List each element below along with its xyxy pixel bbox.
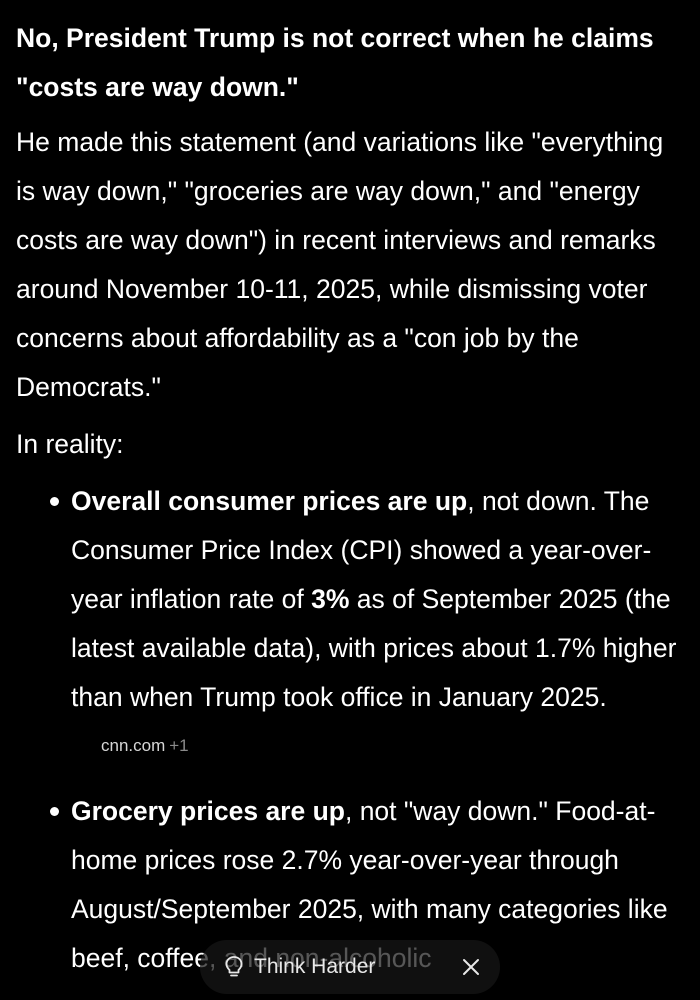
lightbulb-icon bbox=[225, 956, 243, 977]
floating-action-bar: Think Harder bbox=[200, 940, 500, 994]
bullet-marker bbox=[50, 497, 59, 506]
think-harder-button[interactable]: Think Harder bbox=[200, 940, 389, 994]
bullet-lead: Grocery prices are up bbox=[71, 796, 345, 826]
bullet-marker bbox=[50, 807, 59, 816]
answer-heading: No, President Trump is not correct when … bbox=[16, 23, 654, 102]
bullet-grocery-prices: Grocery prices are up, not "way down." F… bbox=[16, 787, 688, 983]
intro-paragraph: He made this statement (and variations l… bbox=[16, 127, 664, 402]
bullet-text: , not down. The Consumer Price Index (CP… bbox=[71, 486, 652, 614]
bullet-consumer-prices: Overall consumer prices are up, not down… bbox=[16, 477, 688, 771]
close-button[interactable] bbox=[450, 946, 492, 988]
close-icon bbox=[463, 959, 479, 975]
bullet-text: , not "way down." Food-at-home prices ro… bbox=[71, 796, 668, 973]
reality-bullets: Overall consumer prices are up, not down… bbox=[16, 477, 688, 983]
source-name: cnn.com bbox=[101, 736, 166, 755]
source-count: +1 bbox=[169, 736, 189, 755]
answer-content: No, President Trump is not correct when … bbox=[16, 14, 688, 999]
think-harder-label: Think Harder bbox=[254, 955, 376, 978]
bullet-highlight: 3% bbox=[311, 584, 350, 614]
bullet-text-continued: as of September 2025 (the latest availab… bbox=[71, 584, 677, 712]
reality-label: In reality: bbox=[16, 429, 124, 459]
bullet-lead: Overall consumer prices are up bbox=[71, 486, 468, 516]
source-citation[interactable]: cnn.com +1 bbox=[101, 736, 189, 756]
